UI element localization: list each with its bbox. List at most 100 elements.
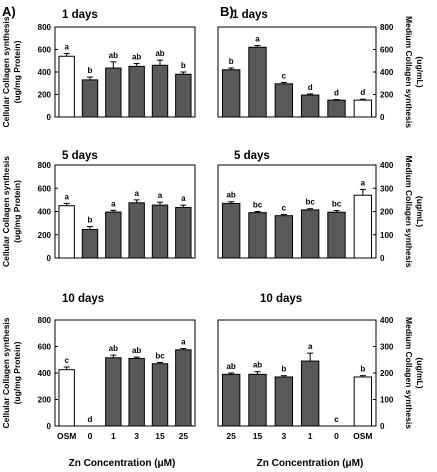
bar-25 <box>221 69 241 118</box>
panel-title: 5 days <box>62 150 98 162</box>
y-tick-label: 400 <box>38 369 52 378</box>
y-tick-label: 200 <box>38 396 52 405</box>
y-axis-label-right: Medium Collagen synthesis <box>404 317 414 429</box>
x-axis-label-left: Zn Concentration (μM) <box>69 458 176 469</box>
y-tick-label: 0 <box>47 422 52 431</box>
category-label: 15 <box>155 431 165 441</box>
panel-b1: 1 days 0 200 400 600 800 b a c d d d Medium Collagen… <box>217 9 425 128</box>
y-tick-label: 200 <box>38 91 52 100</box>
plot-frame <box>217 164 377 259</box>
bar-1 <box>105 211 122 259</box>
y-tick-label: 0 <box>47 113 52 122</box>
category-label: OSM <box>353 431 372 441</box>
y-tick-label: 800 <box>38 316 52 325</box>
y-tick-label: 600 <box>38 46 52 55</box>
y-axis-label-left: Cellular Collagen synthesis <box>1 317 11 428</box>
y-tick-label: 600 <box>380 46 394 55</box>
panel-title: 10 days <box>62 293 104 305</box>
y-axis-label-left: (ug/mg Protein) <box>12 40 22 103</box>
plot-frame <box>54 319 196 427</box>
x-axis-label-right: Zn Concentration (μM) <box>257 458 364 469</box>
y-tick-label: 100 <box>380 231 394 240</box>
significance-letter: a <box>181 337 186 346</box>
category-label: OSM <box>57 431 76 441</box>
significance-letter: d <box>334 89 339 98</box>
category-label: 3 <box>134 431 139 441</box>
category-label: 0 <box>88 431 93 441</box>
y-axis-label-right: (ug/mL) <box>415 56 425 87</box>
significance-letter: a <box>255 35 260 44</box>
bar-1 <box>300 94 320 118</box>
significance-letter: d <box>88 415 93 424</box>
plot-frame <box>217 26 377 118</box>
bar-1 <box>105 67 122 118</box>
bar-osm <box>353 99 373 118</box>
category-label: 25 <box>179 431 189 441</box>
panel-title: 1 days <box>232 9 268 21</box>
significance-letter: c <box>282 204 287 213</box>
y-tick-label: 200 <box>380 208 394 217</box>
bar-1 <box>300 360 320 427</box>
panel-title: 5 days <box>234 150 270 162</box>
bar-25 <box>175 349 192 427</box>
significance-letter: bc <box>332 200 342 209</box>
significance-letter: a <box>308 342 313 351</box>
bar-15 <box>248 46 267 118</box>
bar-osm <box>58 205 75 259</box>
y-axis-label-left: Cellular Collagen synthesis <box>1 156 11 267</box>
y-tick-label: 400 <box>38 68 52 77</box>
bar-3 <box>274 215 294 259</box>
bar-osm <box>58 369 75 427</box>
significance-letter: ab <box>226 191 235 200</box>
bar-osm <box>58 55 75 118</box>
y-axis-label-right: (ug/mL) <box>415 357 425 388</box>
y-tick-label: 0 <box>380 254 385 263</box>
significance-letter: ab <box>132 53 141 62</box>
significance-letter: a <box>64 192 69 201</box>
category-label: 3 <box>281 431 286 441</box>
y-tick-label: 300 <box>380 184 394 193</box>
bar-15 <box>248 373 267 427</box>
bar-15 <box>151 204 169 259</box>
panel-b2: 5 days 0 100 200 300 400 ab bc c bc bc a Medium Coll… <box>217 150 425 268</box>
y-axis-label-right: Medium Collagen synthesis <box>404 16 414 128</box>
y-tick-label: 200 <box>380 369 394 378</box>
significance-letter: b <box>88 66 93 75</box>
significance-letter: d <box>308 83 313 92</box>
y-tick-label: 400 <box>380 68 394 77</box>
bar-0 <box>327 211 346 259</box>
y-tick-label: 800 <box>38 161 52 170</box>
y-axis-label-right: (ug/mL) <box>415 196 425 227</box>
significance-letter: ab <box>132 346 141 355</box>
bar-osm <box>353 376 373 427</box>
bar-25 <box>221 373 241 427</box>
y-tick-label: 400 <box>38 208 52 217</box>
significance-letter: d <box>360 88 365 97</box>
panel-label-a: A) <box>2 4 16 19</box>
y-tick-label: 100 <box>380 396 394 405</box>
y-tick-label: 600 <box>38 343 52 352</box>
bar-3 <box>128 357 145 427</box>
significance-letter: b <box>181 61 186 70</box>
category-label: 1 <box>111 431 116 441</box>
bar-25 <box>175 73 192 118</box>
panel-a2: 5 days 0 200 400 600 800 a b a a a a Cellular Collag… <box>1 150 196 267</box>
bar-1 <box>105 357 122 427</box>
category-label: 25 <box>226 431 236 441</box>
significance-letter: bc <box>305 198 315 207</box>
bar-25 <box>175 206 192 259</box>
y-tick-label: 0 <box>380 422 385 431</box>
bar-0 <box>81 229 99 259</box>
bar-0 <box>81 79 99 118</box>
bar-3 <box>128 202 145 259</box>
bar-0 <box>327 99 346 118</box>
significance-letter: bc <box>253 201 263 210</box>
significance-letter: a <box>64 42 69 51</box>
significance-letter: c <box>334 415 339 424</box>
bar-15 <box>151 64 169 118</box>
significance-letter: ab <box>109 344 118 353</box>
significance-letter: c <box>282 71 287 80</box>
